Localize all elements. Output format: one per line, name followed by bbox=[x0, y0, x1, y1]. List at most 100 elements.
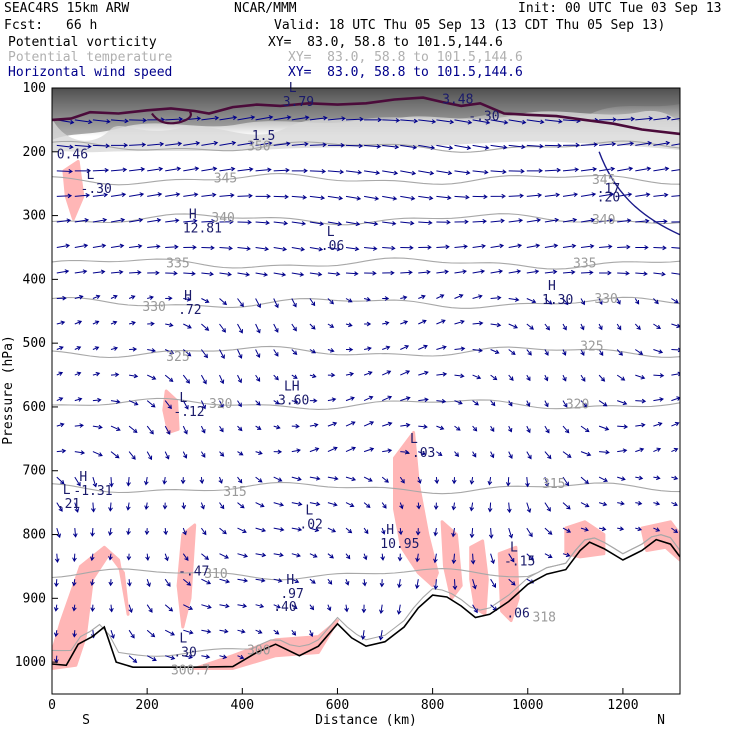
wind-arrow bbox=[671, 247, 680, 249]
x-tick-label: 400 bbox=[231, 698, 254, 713]
wind-arrow bbox=[291, 374, 298, 379]
wind-arrow bbox=[255, 246, 270, 252]
wind-arrow bbox=[92, 119, 111, 124]
wind-arrow bbox=[344, 604, 349, 613]
wind-arrow bbox=[544, 374, 549, 382]
y-tick-label: 700 bbox=[23, 464, 46, 479]
wind-arrow bbox=[128, 629, 135, 639]
wind-arrow bbox=[74, 346, 82, 351]
wind-arrow bbox=[580, 400, 588, 408]
wind-arrow bbox=[544, 400, 549, 408]
theta-label: 315 bbox=[542, 477, 565, 492]
wind-arrow bbox=[144, 477, 149, 486]
wind-arrow bbox=[164, 374, 174, 383]
wind-arrow bbox=[653, 140, 671, 146]
wind-arrow bbox=[90, 553, 95, 562]
wind-arrow bbox=[472, 604, 478, 614]
wind-arrow bbox=[415, 553, 420, 563]
extremum-type: L bbox=[87, 168, 95, 183]
wind-arrow bbox=[508, 451, 513, 459]
wind-arrow bbox=[163, 528, 168, 536]
wind-arrow bbox=[598, 476, 608, 482]
wind-arrow bbox=[183, 654, 193, 660]
wind-arrow bbox=[255, 578, 266, 583]
wind-arrow bbox=[92, 320, 100, 325]
wind-arrow bbox=[397, 553, 403, 562]
wind-arrow bbox=[74, 294, 84, 300]
wind-arrow bbox=[110, 243, 125, 249]
wind-arrow bbox=[382, 320, 390, 326]
wind-arrow bbox=[56, 422, 65, 428]
wind-arrow bbox=[237, 298, 244, 308]
wind-arrow bbox=[436, 195, 452, 200]
wind-arrow bbox=[345, 246, 360, 252]
wind-arrow bbox=[165, 218, 180, 223]
wind-arrow bbox=[562, 451, 572, 458]
extremum-value: 10.95 bbox=[380, 537, 419, 552]
extremum-value: .06 bbox=[506, 607, 529, 622]
theta-label: 315 bbox=[223, 485, 246, 500]
wind-arrow bbox=[108, 579, 114, 587]
wind-arrow bbox=[273, 604, 281, 609]
wind-arrow bbox=[616, 374, 626, 381]
wind-arrow bbox=[237, 374, 242, 384]
wind-arrow bbox=[126, 502, 131, 511]
wind-arrow bbox=[90, 604, 96, 612]
wind-arrow bbox=[635, 349, 644, 355]
wind-arrow bbox=[345, 553, 351, 560]
valid-time: Valid: 18 UTC Thu 05 Sep 13 (13 CDT Thu … bbox=[274, 18, 666, 33]
wind-arrow bbox=[472, 243, 486, 249]
wind-arrow bbox=[162, 502, 168, 510]
wind-arrow bbox=[92, 371, 101, 377]
wind-arrow bbox=[526, 451, 532, 460]
wind-arrow bbox=[490, 193, 506, 199]
wind-arrow bbox=[616, 298, 621, 305]
wind-arrow bbox=[382, 118, 401, 123]
wind-arrow bbox=[454, 319, 465, 325]
x-tick-label: 800 bbox=[421, 698, 444, 713]
wind-arrow bbox=[580, 243, 595, 249]
wind-arrow bbox=[165, 270, 178, 276]
wind-arrow bbox=[309, 298, 316, 307]
wind-arrow bbox=[345, 396, 355, 402]
wind-arrow bbox=[562, 243, 577, 249]
wind-arrow bbox=[562, 323, 567, 331]
wind-arrow bbox=[110, 399, 121, 404]
wind-arrow bbox=[400, 396, 411, 402]
wind-arrow bbox=[291, 527, 303, 532]
wind-arrow bbox=[327, 553, 334, 559]
wind-arrow bbox=[400, 422, 411, 428]
wind-arrow bbox=[418, 119, 437, 124]
wind-arrow bbox=[580, 298, 585, 306]
wind-arrow bbox=[508, 553, 515, 563]
wind-arrow bbox=[544, 476, 550, 488]
wind-arrow bbox=[671, 221, 680, 223]
wind-arrow bbox=[72, 553, 77, 563]
wind-arrow bbox=[201, 115, 220, 121]
wind-arrow bbox=[544, 425, 550, 434]
wind-arrow bbox=[146, 425, 154, 435]
extremum-type: H bbox=[79, 470, 87, 485]
wind-arrow bbox=[671, 527, 679, 533]
wind-arrow bbox=[599, 192, 615, 197]
wind-arrow bbox=[382, 345, 391, 351]
wind-arrow bbox=[74, 269, 88, 274]
wind-arrow bbox=[617, 501, 625, 506]
wind-arrow bbox=[381, 502, 387, 509]
wind-arrow bbox=[671, 195, 680, 197]
wind-arrow bbox=[345, 322, 353, 328]
wind-arrow bbox=[200, 400, 206, 410]
wind-arrow bbox=[110, 167, 128, 173]
wind-arrow bbox=[580, 374, 586, 382]
wind-arrow bbox=[544, 451, 552, 460]
x-tick-label: 1000 bbox=[512, 698, 543, 713]
wind-arrow bbox=[92, 294, 101, 300]
wind-arrow bbox=[165, 166, 182, 172]
wind-arrow bbox=[398, 528, 403, 536]
wind-arrow bbox=[146, 374, 157, 380]
wind-arrow bbox=[526, 269, 540, 274]
wind-arrow bbox=[200, 502, 205, 510]
wind-arrow bbox=[418, 170, 435, 176]
wind-arrow bbox=[56, 448, 67, 454]
wind-arrow bbox=[598, 323, 603, 331]
